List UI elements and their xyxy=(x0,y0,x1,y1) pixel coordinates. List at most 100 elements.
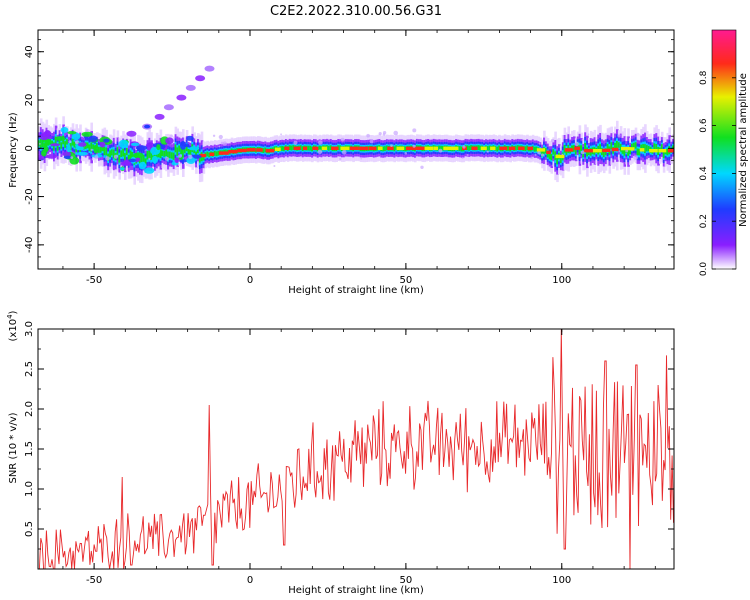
faint-speckle xyxy=(617,133,621,138)
faint-speckle xyxy=(70,156,74,160)
harmonic-blob xyxy=(154,113,165,120)
ridge-green xyxy=(150,151,153,160)
y-tick-label: 0.5 xyxy=(24,521,35,537)
x-tick-label: 0 xyxy=(247,575,253,586)
ridge-green xyxy=(71,138,75,146)
ridge-green xyxy=(640,144,643,152)
ridge-green xyxy=(172,152,176,160)
colorbar-tick-label: 0.6 xyxy=(699,118,709,133)
colorbar-gradient xyxy=(711,29,737,270)
harmonic-core xyxy=(144,124,151,129)
faint-speckle xyxy=(218,134,223,140)
colorbar-tick-label: 0.8 xyxy=(699,70,709,85)
ridge-green xyxy=(189,149,193,156)
x-tick-label: 0 xyxy=(247,275,253,286)
faint-speckle xyxy=(382,133,386,136)
ridge-core xyxy=(209,152,215,156)
ridge-green xyxy=(105,147,108,156)
ridge-core xyxy=(621,146,631,151)
ridge-green xyxy=(438,145,441,151)
ridge-green xyxy=(161,150,165,156)
faint-speckle xyxy=(550,138,555,143)
faint-speckle xyxy=(105,156,110,161)
faint-speckle xyxy=(369,139,374,144)
ridge-green xyxy=(524,146,527,152)
noise-blob xyxy=(138,161,147,170)
ridge-green xyxy=(182,148,185,158)
noise-blob xyxy=(88,135,98,143)
faint-speckle xyxy=(378,132,382,136)
noise-blob xyxy=(151,155,158,164)
colorbar-tick-label: 0.0 xyxy=(699,262,709,277)
noise-blob xyxy=(54,136,66,141)
noise-blob xyxy=(156,144,161,151)
ridge-green xyxy=(41,139,45,148)
ridge-core xyxy=(667,149,674,153)
ridge-core xyxy=(443,146,454,150)
colorbar-tick-label: 0.2 xyxy=(699,214,709,228)
faint-speckle xyxy=(629,154,632,157)
noise-blob xyxy=(63,155,72,159)
noise-blob xyxy=(93,144,99,154)
ridge-green xyxy=(82,144,86,150)
ridge-green xyxy=(185,144,189,152)
ridge-core xyxy=(340,146,350,150)
ridge-core xyxy=(303,146,308,150)
ridge-green xyxy=(109,150,112,158)
ridge-green xyxy=(556,156,559,165)
faint-speckle xyxy=(390,144,393,147)
ridge-green xyxy=(165,149,168,157)
ridge-green xyxy=(621,146,625,154)
ridge-core xyxy=(312,146,319,150)
ridge-green xyxy=(546,151,550,158)
ridge-green xyxy=(440,145,443,151)
spectrogram-ylabel: Frequency (Hz) xyxy=(8,112,19,188)
ridge-green xyxy=(486,146,490,151)
snr-panel: -50 0 50 100 0.5 1.0 1.5 2.0 2.5 3.0 Height of st… xyxy=(6,310,675,596)
noise-blob xyxy=(62,151,71,157)
ridge-core xyxy=(649,149,658,153)
ridge-green xyxy=(163,151,166,157)
ridge-core xyxy=(237,148,247,153)
ridge-green xyxy=(198,153,202,163)
ridge-green xyxy=(559,157,563,164)
ridge-green xyxy=(563,145,567,153)
ridge-green xyxy=(299,145,303,151)
ridge-green xyxy=(616,141,619,150)
ridge-green xyxy=(262,148,266,153)
ridge-core xyxy=(387,146,394,150)
ridge-green xyxy=(157,150,161,158)
x-tick-label: 50 xyxy=(400,275,413,286)
ridge-green xyxy=(318,145,322,151)
y-tick-label: -20 xyxy=(24,188,35,204)
harmonic-blob xyxy=(185,84,196,91)
ridge-green xyxy=(90,142,93,152)
ridge-green xyxy=(384,146,387,151)
ridge-green xyxy=(636,148,640,156)
ridge-green xyxy=(382,146,385,152)
ridge-green xyxy=(644,144,647,153)
ridge-green xyxy=(146,151,150,160)
faint-speckle xyxy=(188,154,193,159)
ridge-green xyxy=(327,145,331,151)
ridge-core xyxy=(564,148,574,152)
ridge-green xyxy=(309,145,312,151)
faint-speckle xyxy=(273,165,276,167)
ridge-green xyxy=(496,146,499,152)
noise-blob xyxy=(67,131,77,135)
ridge-green xyxy=(634,142,638,149)
harmonic-blob xyxy=(163,104,174,111)
ridge-green xyxy=(51,140,54,147)
ridge-green xyxy=(129,150,133,160)
faint-speckle xyxy=(178,154,182,158)
ridge-green xyxy=(281,146,284,151)
faint-speckle xyxy=(438,148,443,153)
faint-speckle xyxy=(85,129,89,133)
faint-speckle xyxy=(366,133,370,138)
noise-blob xyxy=(186,135,194,141)
ridge-green xyxy=(148,149,151,159)
ridge-green xyxy=(187,149,191,155)
faint-speckle xyxy=(169,134,173,138)
snr-multiplier-exp: 4 xyxy=(6,314,14,319)
ridge-green xyxy=(606,143,610,151)
